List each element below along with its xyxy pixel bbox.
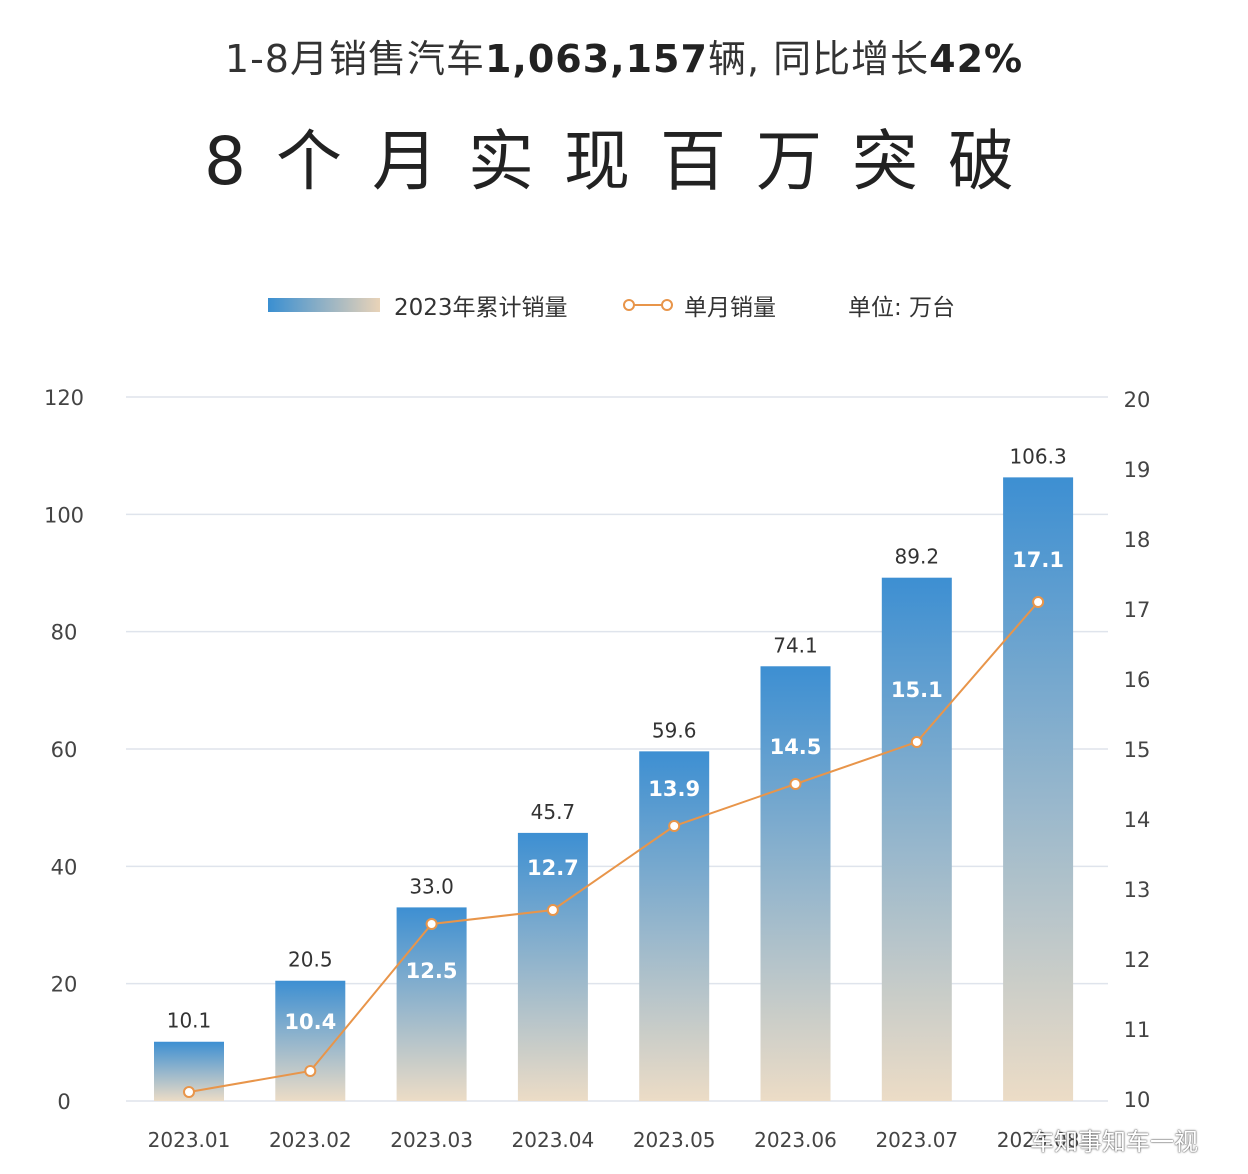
bar [517, 832, 588, 1101]
monthly-point [910, 736, 923, 748]
x-tick-label: 2023.04 [512, 1128, 595, 1152]
headline-growth: 42% [929, 37, 1024, 81]
grid-layer [126, 396, 1108, 1102]
y-right-tick-label: 18 [1124, 528, 1151, 552]
monthly-value-label: 17.1 [1012, 548, 1064, 572]
x-tick-label: 2023.07 [875, 1128, 958, 1152]
monthly-value-label: 15.1 [891, 678, 943, 702]
y-right-tick-label: 14 [1124, 808, 1151, 832]
y-left-tick-label: 60 [51, 738, 78, 762]
y-right-tick-label: 15 [1124, 738, 1151, 762]
page-title: 8个月实现百万突破 [204, 123, 1044, 200]
bar-value-label: 89.2 [895, 545, 940, 569]
bar-value-label: 33.0 [409, 874, 454, 898]
monthly-value-label: 12.5 [406, 959, 458, 983]
x-tick-label: 2023.06 [754, 1128, 837, 1152]
bar [396, 907, 467, 1101]
x-tick-label: 2023.03 [390, 1128, 473, 1152]
bar-value-label: 106.3 [1009, 444, 1066, 468]
monthly-point [668, 820, 681, 832]
legend-unit: 单位: 万台 [848, 295, 956, 321]
headline-prefix: 1-8月销售汽车 [224, 37, 485, 81]
y-left-tick-label: 40 [51, 855, 78, 879]
headline-mid: 辆, 同比增长 [707, 37, 930, 81]
legend-label-cumulative: 2023年累计销量 [394, 295, 568, 321]
monthly-value-label: 10.4 [284, 1010, 336, 1034]
bar-value-label: 20.5 [288, 948, 333, 972]
y-left-tick-label: 0 [57, 1090, 70, 1114]
bar [1003, 477, 1074, 1102]
label-layer: 10.1 20.5 33.0 45.7 59.6 74.1 89.2 106.3 10.4 12.… [167, 444, 1067, 1034]
y-right-tick-label: 12 [1124, 948, 1151, 972]
monthly-value-label: 13.9 [648, 777, 700, 801]
bar [275, 980, 346, 1101]
legend-item-monthly: 单月销量 [622, 288, 776, 322]
y-right-tick-label: 16 [1124, 668, 1151, 692]
monthly-value-label: 12.7 [527, 856, 579, 880]
bar-layer [154, 477, 1074, 1102]
bar [760, 666, 831, 1101]
monthly-value-label: 14.5 [770, 735, 822, 759]
monthly-point [1032, 596, 1045, 608]
y-left-tick-label: 100 [44, 503, 84, 527]
x-tick-label: 2023.01 [148, 1128, 231, 1152]
y-right-tick-label: 11 [1124, 1018, 1151, 1042]
line-layer [183, 596, 1045, 1098]
bar-value-label: 59.6 [652, 718, 697, 742]
bar [639, 751, 710, 1101]
legend-item-unit: 单位: 万台 [848, 288, 955, 322]
y-right-tick-label: 13 [1124, 878, 1151, 902]
monthly-point [183, 1086, 195, 1098]
monthly-point [304, 1065, 317, 1077]
legend-swatch-bar [268, 298, 380, 312]
x-tick-label: 2023.02 [269, 1128, 352, 1152]
bar-value-label: 74.1 [773, 633, 818, 657]
monthly-sales-line [188, 601, 1039, 1093]
headline-total: 1,063,157 [484, 37, 708, 81]
headline: 1-8月销售汽车1,063,157辆, 同比增长42% [0, 28, 1248, 83]
y-right-tick-label: 20 [1124, 388, 1151, 412]
bar [881, 577, 952, 1101]
x-tick-label: 2023.08 [997, 1128, 1080, 1152]
y-right-tick-label: 17 [1124, 598, 1151, 622]
x-tick-label: 2023.05 [633, 1128, 716, 1152]
bar-value-label: 45.7 [531, 800, 576, 824]
bar-value-label: 10.1 [167, 1009, 212, 1033]
monthly-point [789, 778, 802, 790]
y-right-tick-label: 19 [1124, 458, 1151, 482]
legend-swatch-line [623, 299, 673, 311]
axis-layer: 0 20 40 60 80 100 120 10 11 12 13 14 15 16 17 18 19 20 202… [44, 386, 1150, 1152]
y-left-tick-label: 80 [51, 621, 78, 645]
y-right-tick-label: 10 [1124, 1088, 1151, 1112]
legend-label-monthly: 单月销量 [684, 295, 776, 321]
watermark: 车知事知车一视 [1030, 1128, 1198, 1156]
y-left-tick-label: 120 [44, 386, 84, 410]
legend-item-cumulative: 2023年累计销量 [268, 288, 568, 322]
monthly-point [546, 904, 559, 916]
chart-legend: 2023年累计销量 单月销量 单位: 万台 [0, 288, 1248, 322]
y-left-tick-label: 20 [51, 973, 78, 997]
monthly-point [425, 918, 438, 930]
